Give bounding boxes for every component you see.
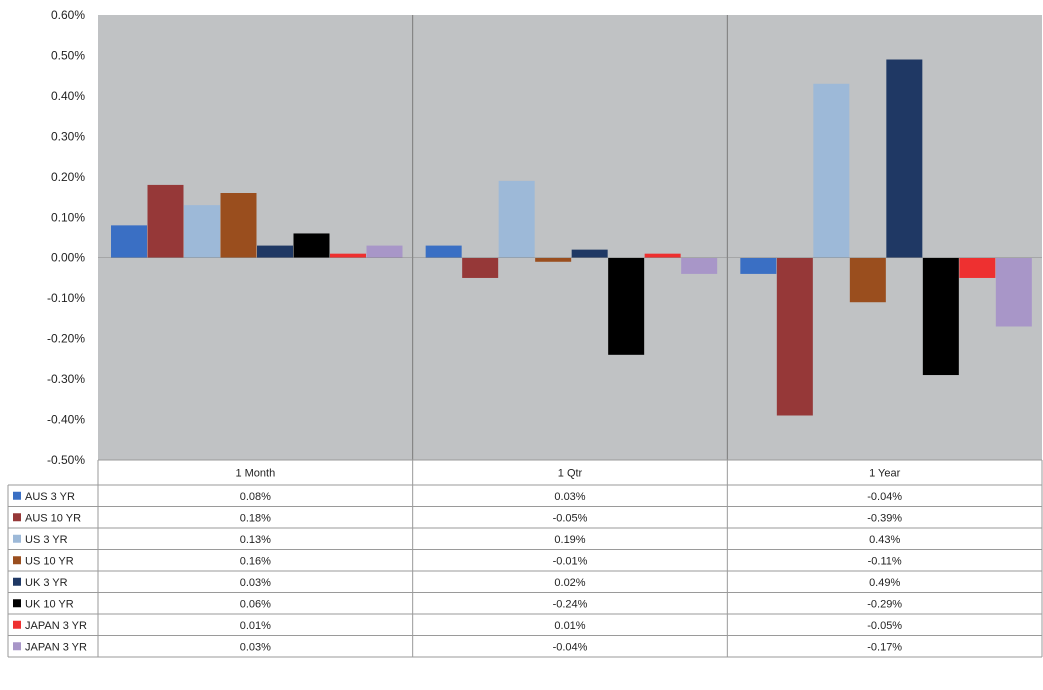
bar	[922, 257, 959, 376]
data-table: 1 Month 1 Qtr 1 Year AUS 3 YR 0.08% 0.03% -0.0…	[7, 459, 1043, 658]
bar	[330, 253, 366, 258]
y-tick-label: 0.60%	[51, 8, 85, 22]
data-label: -0.24%	[553, 598, 588, 610]
legend-label: AUS 3 YR	[25, 491, 75, 503]
legend-label: JAPAN 3 YR	[25, 641, 87, 653]
data-label: 0.08%	[240, 491, 271, 503]
legend-label: JAPAN 3 YR	[25, 620, 87, 632]
bar	[257, 245, 293, 258]
data-label: 0.18%	[240, 512, 271, 524]
bar	[425, 245, 462, 258]
bar	[886, 59, 923, 258]
bar	[462, 257, 499, 278]
bar	[220, 193, 257, 258]
bar	[681, 257, 718, 274]
y-tick-label: -0.40%	[47, 413, 85, 427]
data-label: -0.17%	[867, 641, 902, 653]
y-axis: 0.60% 0.50% 0.40% 0.30% 0.20% 0.10% 0.00% -0.10…	[47, 8, 85, 467]
legend-label: US 10 YR	[25, 555, 74, 567]
data-label: 0.43%	[869, 534, 900, 546]
bar	[959, 257, 996, 278]
bar	[608, 257, 645, 355]
y-tick-label: -0.50%	[47, 453, 85, 467]
data-label: 0.01%	[240, 620, 271, 632]
data-label: 0.16%	[240, 555, 271, 567]
bar	[147, 184, 184, 258]
legend-swatch	[13, 534, 21, 543]
bar	[644, 253, 681, 258]
data-label: -0.04%	[553, 641, 588, 653]
bar	[995, 257, 1032, 327]
legend-swatch	[13, 513, 21, 522]
legend-label: UK 3 YR	[25, 577, 68, 589]
category-label: 1 Qtr	[558, 468, 583, 480]
bars	[98, 59, 1042, 416]
y-tick-label: 0.40%	[51, 89, 85, 103]
bar	[776, 257, 813, 416]
y-tick-label: -0.30%	[47, 372, 85, 386]
bar	[293, 233, 330, 258]
bar	[366, 245, 403, 258]
data-label: 0.02%	[554, 577, 585, 589]
data-label: -0.05%	[553, 512, 588, 524]
y-tick-label: 0.30%	[51, 129, 85, 143]
data-label: -0.04%	[867, 491, 902, 503]
legend-label: AUS 10 YR	[25, 512, 81, 524]
data-label: 0.13%	[240, 534, 271, 546]
data-label: -0.05%	[867, 620, 902, 632]
bar	[535, 257, 572, 262]
data-label: 0.19%	[554, 534, 585, 546]
bar	[184, 205, 220, 258]
data-label: 0.01%	[554, 620, 585, 632]
category-dividers	[412, 15, 728, 460]
data-label: 0.03%	[240, 641, 271, 653]
legend-label: UK 10 YR	[25, 598, 74, 610]
legend-swatch	[13, 620, 21, 629]
category-label: 1 Year	[869, 468, 901, 480]
data-label: -0.29%	[867, 598, 902, 610]
data-label: -0.01%	[553, 555, 588, 567]
y-tick-label: -0.20%	[47, 332, 85, 346]
data-label: -0.11%	[868, 555, 902, 567]
data-label: 0.03%	[240, 577, 271, 589]
bar	[111, 225, 147, 258]
legend-swatch	[13, 577, 21, 586]
data-label: -0.39%	[867, 512, 902, 524]
category-label: 1 Month	[235, 468, 275, 480]
data-label: 0.03%	[554, 491, 585, 503]
bar	[813, 83, 850, 258]
bar	[740, 257, 777, 274]
bar	[498, 180, 535, 258]
legend-swatch	[13, 491, 21, 500]
bar	[571, 249, 608, 258]
y-tick-label: 0.00%	[51, 251, 85, 265]
bar	[849, 257, 886, 303]
legend-swatch	[13, 556, 21, 565]
y-tick-label: -0.10%	[47, 291, 85, 305]
y-tick-label: 0.20%	[51, 170, 85, 184]
y-tick-label: 0.50%	[51, 48, 85, 62]
data-label: 0.49%	[869, 577, 900, 589]
y-tick-label: 0.10%	[51, 210, 85, 224]
legend-label: US 3 YR	[25, 534, 68, 546]
legend-swatch	[13, 599, 21, 608]
legend-swatch	[13, 642, 21, 651]
data-label: 0.06%	[240, 598, 271, 610]
